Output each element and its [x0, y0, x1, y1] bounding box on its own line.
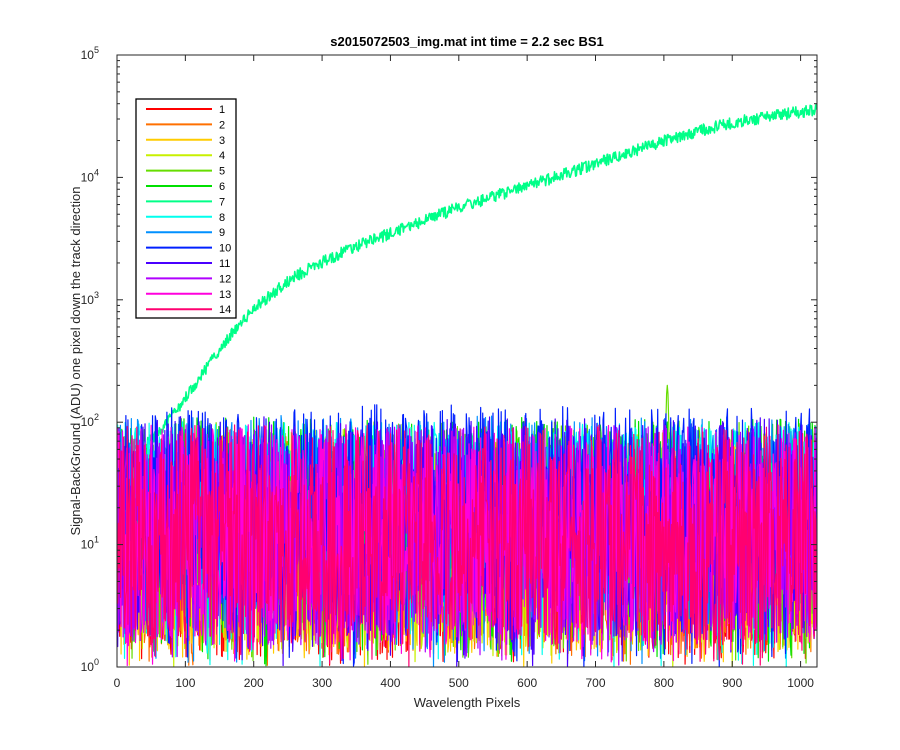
x-tick-label: 700	[586, 676, 606, 690]
series-14-line	[117, 424, 817, 667]
legend-label-8: 8	[219, 212, 225, 224]
legend-label-9: 9	[219, 227, 225, 239]
legend-label-11: 11	[219, 258, 230, 270]
legend-label-4: 4	[219, 150, 225, 162]
y-tick-label: 104	[81, 167, 99, 184]
x-tick-label: 400	[380, 676, 400, 690]
axes-box	[116, 54, 818, 668]
x-axis-label: Wavelength Pixels	[414, 695, 521, 710]
legend-label-6: 6	[219, 181, 225, 193]
legend-label-12: 12	[219, 273, 231, 285]
x-tick-label: 800	[654, 676, 674, 690]
x-tick-label: 900	[722, 676, 742, 690]
legend-label-5: 5	[219, 166, 225, 178]
chart-title: s2015072503_img.mat int time = 2.2 sec B…	[330, 34, 604, 49]
legend-box	[135, 98, 237, 319]
x-tick-label: 0	[114, 676, 121, 690]
x-tick-label: 600	[517, 676, 537, 690]
legend-label-3: 3	[219, 135, 225, 147]
y-tick-label: 105	[81, 45, 99, 62]
y-tick-label: 101	[81, 535, 99, 552]
series-layer	[117, 103, 817, 667]
y-axis-label: Signal-BackGround (ADU) one pixel down t…	[68, 186, 83, 535]
legend-label-2: 2	[219, 119, 225, 131]
x-tick-label: 300	[312, 676, 332, 690]
legend-label-10: 10	[219, 243, 231, 255]
series-7-line	[117, 103, 817, 460]
x-tick-label: 1000	[787, 676, 814, 690]
x-tick-label: 100	[175, 676, 195, 690]
y-tick-label: 100	[81, 657, 99, 674]
x-tick-label: 200	[244, 676, 264, 690]
legend-label-7: 7	[219, 196, 225, 208]
y-tick-label: 103	[81, 290, 99, 307]
legend-label-1: 1	[219, 104, 225, 116]
legend-label-13: 13	[219, 289, 231, 301]
x-tick-label: 500	[449, 676, 469, 690]
x-axis: 0 100 200 300 400 500 600 700 800 900 1000	[114, 55, 814, 690]
y-tick-label: 102	[81, 412, 99, 429]
legend-label-14: 14	[219, 304, 231, 316]
